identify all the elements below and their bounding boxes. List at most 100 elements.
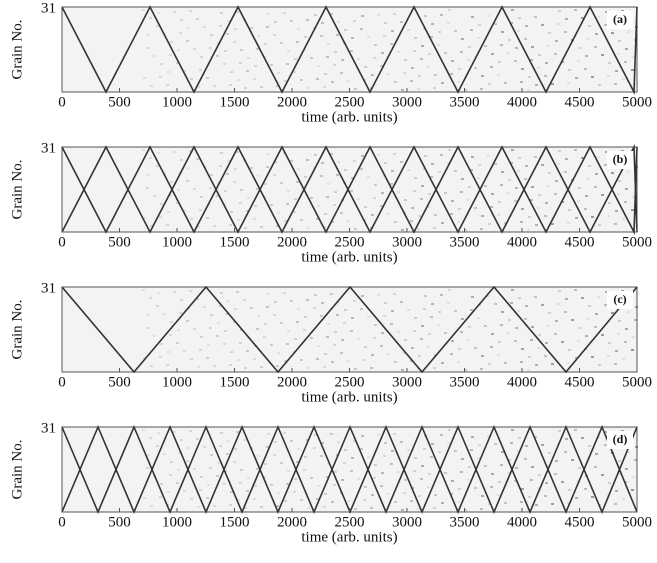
- texture: [227, 300, 230, 302]
- texture: [147, 314, 150, 316]
- x-tick-label: 2000: [277, 94, 307, 110]
- texture: [209, 47, 212, 49]
- texture: [597, 156, 600, 158]
- texture: [179, 312, 182, 314]
- texture: [306, 19, 309, 21]
- texture: [197, 226, 200, 228]
- texture: [341, 479, 344, 481]
- texture: [157, 12, 160, 14]
- x-tick-label: 1000: [162, 94, 192, 110]
- texture: [330, 293, 333, 295]
- texture: [230, 491, 233, 493]
- texture: [179, 32, 182, 34]
- texture: [578, 467, 581, 469]
- annotation-bg: [607, 151, 633, 169]
- texture: [585, 195, 588, 197]
- texture: [176, 482, 179, 484]
- texture: [631, 349, 634, 351]
- texture: [310, 57, 313, 59]
- texture: [364, 66, 367, 68]
- texture: [200, 476, 203, 478]
- plot-area: [61, 286, 638, 373]
- texture: [357, 478, 360, 480]
- texture: [210, 174, 213, 176]
- texture: [146, 187, 149, 189]
- texture: [286, 483, 289, 485]
- texture: [530, 199, 533, 201]
- texture: [324, 73, 327, 75]
- texture: [216, 475, 219, 477]
- texture: [468, 466, 471, 468]
- texture: [577, 340, 580, 342]
- texture: [380, 205, 383, 207]
- texture: [564, 451, 567, 453]
- texture: [253, 78, 256, 80]
- texture: [276, 225, 279, 227]
- texture: [574, 289, 577, 291]
- texture: [414, 317, 417, 319]
- texture: [524, 318, 527, 320]
- texture: [169, 334, 172, 336]
- texture: [575, 357, 578, 359]
- texture: [457, 81, 460, 83]
- texture: [237, 219, 240, 221]
- texture: [407, 449, 410, 451]
- texture: [614, 363, 617, 365]
- texture: [374, 464, 377, 466]
- texture: [256, 468, 259, 470]
- texture: [373, 57, 376, 59]
- texture: [467, 479, 470, 481]
- texture: [424, 295, 427, 297]
- texture: [167, 491, 170, 493]
- texture: [347, 360, 350, 362]
- texture: [433, 87, 436, 89]
- texture: [451, 200, 454, 202]
- texture: [635, 446, 638, 448]
- x-tick-label: 2000: [277, 514, 307, 530]
- texture: [150, 85, 153, 87]
- texture: [607, 75, 610, 77]
- texture: [548, 172, 551, 174]
- texture: [256, 48, 259, 50]
- texture: [256, 328, 259, 330]
- x-tick-label: 1500: [220, 514, 250, 530]
- texture: [467, 339, 470, 341]
- texture: [196, 438, 199, 440]
- texture: [163, 453, 166, 455]
- texture: [394, 221, 397, 223]
- texture: [487, 15, 490, 17]
- texture: [280, 322, 283, 324]
- texture: [428, 53, 431, 55]
- texture: [491, 193, 494, 195]
- texture: [558, 10, 561, 12]
- texture: [508, 39, 511, 41]
- texture: [327, 43, 330, 45]
- texture: [544, 495, 547, 497]
- texture: [160, 63, 163, 65]
- texture: [224, 50, 227, 52]
- texture: [504, 82, 507, 84]
- texture: [438, 311, 441, 313]
- texture: [303, 329, 306, 331]
- y-tick-label: 31: [41, 420, 56, 436]
- texture: [501, 31, 504, 33]
- texture: [236, 11, 239, 13]
- y-tick-label: 31: [41, 0, 56, 16]
- texture: [585, 55, 588, 57]
- texture: [230, 211, 233, 213]
- texture: [410, 500, 413, 502]
- texture: [440, 154, 443, 156]
- x-tick-label: 2500: [335, 514, 365, 530]
- texture: [149, 297, 152, 299]
- texture: [276, 85, 279, 87]
- texture: [250, 27, 253, 29]
- texture: [307, 367, 310, 369]
- texture: [377, 434, 380, 436]
- texture: [233, 321, 236, 323]
- texture: [481, 355, 484, 357]
- x-tick-label: 2500: [335, 374, 365, 390]
- x-tick-label: 3500: [450, 94, 480, 110]
- x-tick-label: 3000: [392, 374, 422, 390]
- texture: [303, 469, 306, 471]
- texture: [601, 194, 604, 196]
